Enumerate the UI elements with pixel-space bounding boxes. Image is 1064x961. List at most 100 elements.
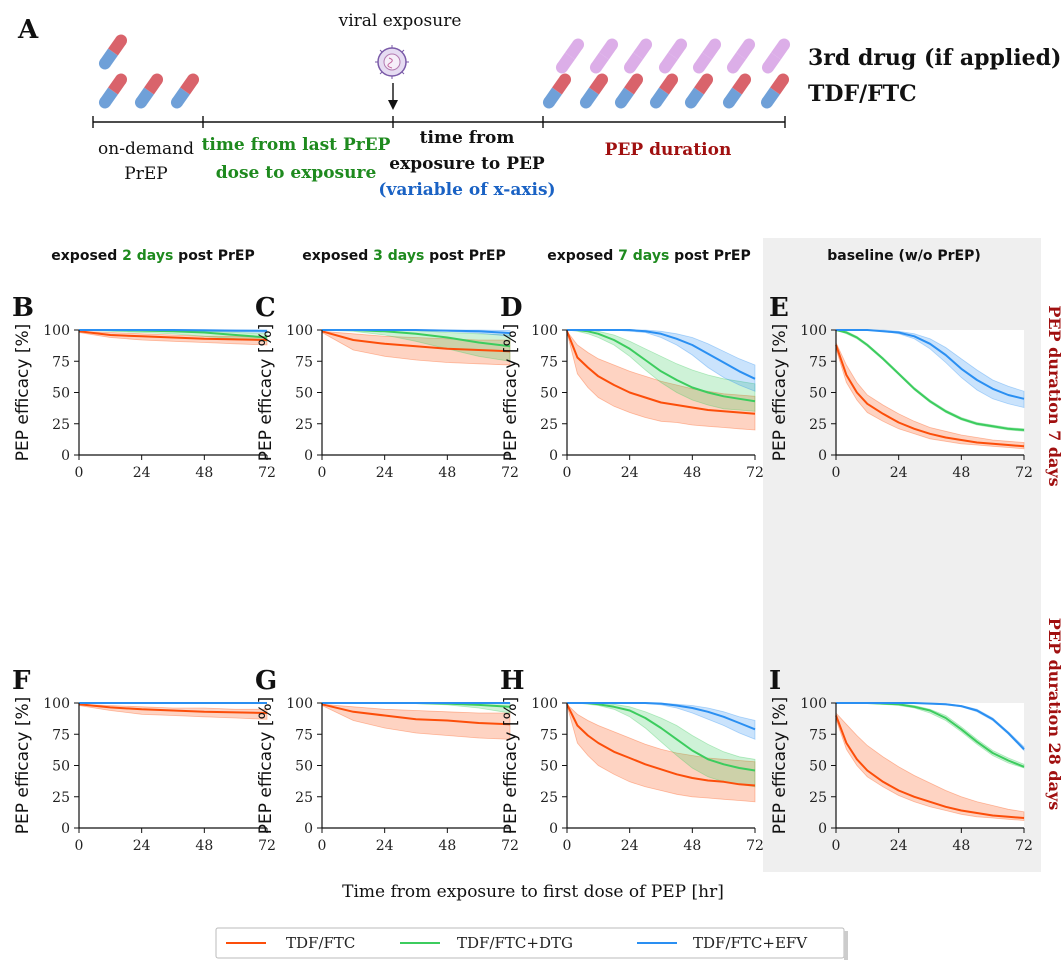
x-tick-label: 48 <box>438 838 456 854</box>
y-tick-label: 75 <box>52 354 70 370</box>
legend: TDF/FTC TDF/FTC+DTG TDF/FTC+EFV <box>215 927 848 960</box>
y-tick-label: 0 <box>549 821 558 837</box>
pill-icon <box>684 73 714 109</box>
pill-icon <box>542 73 572 109</box>
exposure-to-pep-label-2: exposure to PEP <box>389 154 545 174</box>
third-drug-pill-icon <box>589 38 619 74</box>
x-tick-label: 0 <box>318 465 327 481</box>
x-tick-label: 0 <box>563 465 572 481</box>
x-tick-label: 24 <box>621 465 639 481</box>
x-tick-label: 24 <box>133 465 151 481</box>
y-tick-label: 50 <box>809 386 827 402</box>
x-tick-label: 48 <box>438 465 456 481</box>
plot-area <box>79 703 267 828</box>
panel-letter: F <box>12 666 31 696</box>
plot-area <box>567 330 755 455</box>
pill-icon <box>98 34 128 70</box>
y-tick-label: 100 <box>800 696 827 712</box>
x-tick-label: 0 <box>75 838 84 854</box>
panel-letter: H <box>500 666 525 696</box>
line-efv <box>836 702 1025 750</box>
line-tdf <box>835 715 1025 819</box>
x-tick-label: 72 <box>258 465 276 481</box>
exposure-to-pep-label-1: time from <box>420 128 515 148</box>
x-tick-label: 0 <box>318 838 327 854</box>
y-tick-label: 50 <box>295 386 313 402</box>
x-tick-label: 72 <box>746 465 764 481</box>
x-tick-label: 72 <box>501 465 519 481</box>
row-label-28-days: PEP duration 28 days <box>1045 618 1064 810</box>
y-axis-label: PEP efficacy [%] <box>13 324 33 462</box>
line-tdf <box>321 330 511 353</box>
tdf-ftc-label: TDF/FTC <box>808 81 917 107</box>
y-tick-label: 100 <box>531 323 558 339</box>
line-tdf <box>78 330 268 341</box>
line-dtg <box>835 329 1025 431</box>
panel-letter: E <box>769 293 789 323</box>
y-tick-label: 75 <box>540 354 558 370</box>
y-tick-label: 100 <box>43 323 70 339</box>
third-drug-label: 3rd drug (if applied) <box>808 45 1061 71</box>
y-tick-label: 0 <box>818 821 827 837</box>
x-tick-label: 24 <box>376 838 394 854</box>
band-dtg <box>567 702 756 788</box>
x-tick-label: 48 <box>195 838 213 854</box>
x-tick-label: 24 <box>890 838 908 854</box>
x-tick-label: 72 <box>1015 838 1033 854</box>
y-tick-label: 75 <box>809 354 827 370</box>
y-tick-label: 0 <box>304 821 313 837</box>
x-tick-label: 24 <box>890 465 908 481</box>
prep-label: PrEP <box>124 164 167 184</box>
y-tick-label: 25 <box>540 790 558 806</box>
viral-exposure-label: viral exposure <box>338 11 462 31</box>
line-efv <box>79 329 268 332</box>
pill-icons <box>98 34 791 109</box>
y-tick-label: 0 <box>61 821 70 837</box>
line-efv <box>836 329 1025 400</box>
y-tick-label: 75 <box>295 354 313 370</box>
band-tdf <box>835 342 1025 450</box>
last-prep-label-2: dose to exposure <box>216 163 377 183</box>
y-axis-label: PEP efficacy [%] <box>256 697 276 835</box>
pill-icon <box>134 73 164 109</box>
x-tick-label: 0 <box>832 838 841 854</box>
pep-duration-label: PEP duration <box>605 140 732 160</box>
third-drug-pill-icon <box>623 38 653 74</box>
header-col2: exposed 3 days post PrEP <box>302 248 505 264</box>
y-tick-label: 25 <box>295 417 313 433</box>
y-tick-label: 0 <box>304 448 313 464</box>
y-tick-label: 25 <box>52 417 70 433</box>
plot-area <box>567 703 755 828</box>
header-col1: exposed 2 days post PrEP <box>51 248 254 264</box>
y-axis-label: PEP efficacy [%] <box>501 697 521 835</box>
y-tick-label: 0 <box>61 448 70 464</box>
line-efv <box>322 329 511 335</box>
band-tdf <box>566 330 756 431</box>
band-tdf <box>835 711 1025 821</box>
x-axis-label: Time from exposure to first dose of PEP … <box>342 882 724 902</box>
x-tick-label: 24 <box>133 838 151 854</box>
y-axis-label: PEP efficacy [%] <box>501 324 521 462</box>
y-tick-label: 75 <box>809 727 827 743</box>
y-axis-label: PEP efficacy [%] <box>13 697 33 835</box>
y-tick-label: 50 <box>52 759 70 775</box>
pill-icon <box>649 73 679 109</box>
line-tdf <box>566 703 756 787</box>
third-drug-pill-icon <box>658 38 688 74</box>
legend-label-tdf: TDF/FTC <box>286 934 355 952</box>
line-dtg <box>567 329 756 403</box>
y-tick-label: 100 <box>286 323 313 339</box>
y-axis-label: PEP efficacy [%] <box>770 697 790 835</box>
y-tick-label: 100 <box>800 323 827 339</box>
y-axis-label: PEP efficacy [%] <box>256 324 276 462</box>
pill-icon <box>579 73 609 109</box>
pill-icon <box>760 73 790 109</box>
panel-letter: C <box>255 293 276 323</box>
x-tick-label: 72 <box>501 838 519 854</box>
third-drug-pill-icon <box>761 38 791 74</box>
third-drug-pill-icon <box>555 38 585 74</box>
